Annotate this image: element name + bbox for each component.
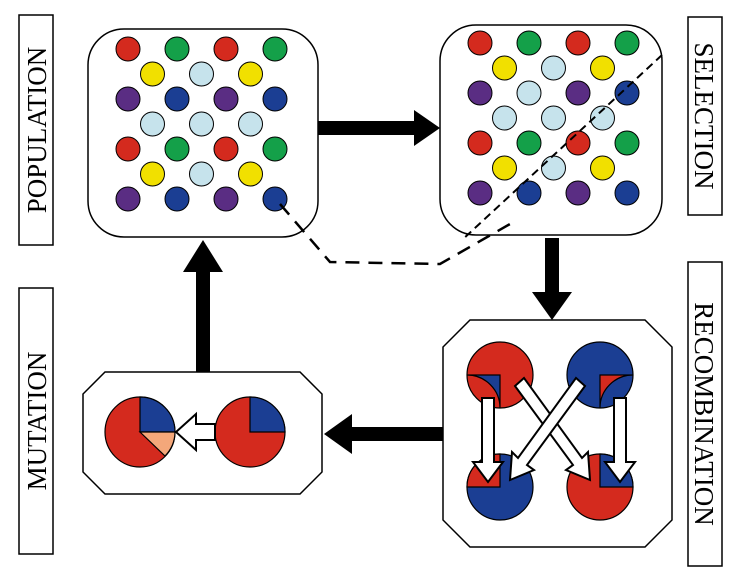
individual-red [467,130,493,156]
individual-green [164,36,190,62]
individual-lightblue [516,80,542,106]
individual-lightblue [541,155,566,181]
individual-lightblue [541,55,566,81]
individual-blue [614,180,640,206]
individual-red [213,36,239,62]
individual-purple [213,186,239,212]
crossover-arrows [471,376,637,484]
individual-green [516,30,542,56]
arrow-selection-to-recombination [532,238,572,320]
mutated-individual [104,396,176,468]
label-recombination: RECOMBINATION [687,261,723,567]
individual-red [115,36,141,62]
individual-lightblue [541,105,566,131]
individual-yellow [590,55,615,81]
mutation-box [82,371,323,495]
individual-green [516,130,542,156]
individual-yellow [492,155,517,181]
label-population-text: POPULATION [22,47,52,214]
selection-box [439,24,663,241]
selection-individuals [467,30,640,206]
parent-1-red [466,341,534,409]
individual-red [467,30,493,56]
crossover-arrow-straight-right [603,397,637,484]
individual-blue [614,80,640,106]
arrow-population-to-selection [318,110,440,146]
label-population: POPULATION [18,14,54,246]
label-selection-text: SELECTION [689,43,719,190]
individual-yellow [590,155,615,181]
arrow-recombination-to-mutation [324,414,444,454]
individual-yellow [492,55,517,81]
individual-red [213,136,239,162]
individual-lightblue [590,105,615,131]
individual-yellow [140,161,165,187]
label-selection: SELECTION [687,16,723,216]
selection-cut-line [461,54,663,241]
label-recombination-text: RECOMBINATION [689,302,719,526]
individual-lightblue [492,105,517,131]
individual-purple [565,80,591,106]
label-mutation-text: MUTATION [22,352,52,491]
individual-red [115,136,141,162]
individual-purple [565,180,591,206]
individual-green [614,130,640,156]
individual-purple [467,80,493,106]
mutation-arrow [174,411,216,453]
arrow-mutation-to-population [183,240,223,372]
individual-blue [516,180,542,206]
individual-blue [262,86,288,112]
individual-blue [164,86,190,112]
population-individuals [115,36,288,212]
crossover-arrow-diagonal-2 [508,376,587,482]
individual-red [565,30,591,56]
original-individual [214,396,286,468]
individual-yellow [238,61,263,87]
individual-red [565,130,591,156]
individual-purple [115,86,141,112]
individual-purple [213,86,239,112]
individual-purple [467,180,493,206]
individual-yellow [140,61,165,87]
individual-lightblue [189,111,214,137]
population-box [87,28,319,238]
individual-purple [115,186,141,212]
individual-lightblue [189,161,214,187]
individual-lightblue [189,61,214,87]
individual-green [262,36,288,62]
individual-lightblue [238,111,263,137]
individual-green [614,30,640,56]
label-mutation: MUTATION [18,287,54,555]
crossover-arrow-straight-left [471,397,505,484]
individual-green [262,136,288,162]
individual-yellow [238,161,263,187]
individual-lightblue [140,111,165,137]
individual-blue [164,186,190,212]
individual-green [164,136,190,162]
parent-2-blue [566,341,634,409]
recombination-box [442,319,673,548]
